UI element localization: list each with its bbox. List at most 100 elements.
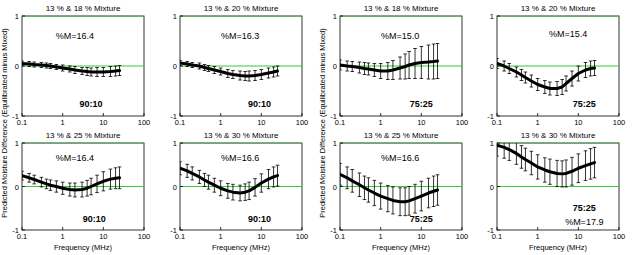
y-tick: [180, 116, 183, 117]
data-area: [497, 143, 619, 187]
y-tick-label: -1: [170, 112, 177, 121]
error-bar-cap: [403, 187, 407, 188]
error-bar-cap: [247, 71, 251, 72]
panel: 13 % & 20 % Mixture0.1110100-101%M=16.39…: [170, 4, 308, 127]
reference-line: [22, 143, 144, 144]
annotation: 90:10: [248, 99, 271, 109]
error-bar-cap: [593, 60, 597, 61]
error-bar-cap: [386, 62, 390, 63]
error-bar-cap: [432, 79, 436, 80]
error-bar-cap: [520, 69, 524, 70]
error-bar-cap: [555, 95, 559, 96]
x-tick-label: 100: [613, 232, 626, 241]
error-bar-cap: [524, 72, 528, 73]
error-bar-cap: [398, 187, 402, 188]
error-bar-cap: [589, 148, 593, 149]
x-tick-label: 100: [456, 118, 469, 127]
x-tick-label: 100: [613, 118, 626, 127]
panel: 13 % & 25 % Mixture0.1110100-101%M=16.49…: [12, 131, 150, 252]
x-tick: [578, 227, 579, 230]
annotation: %M=16.4: [56, 153, 94, 163]
panel: 13 % & 18 % Mixture0.1110100-101%M=15.07…: [318, 4, 468, 218]
x-tick-label: 1: [219, 118, 223, 127]
error-bar-cap: [260, 192, 264, 193]
y-tick-label: 0: [333, 183, 337, 192]
error-bar-cap: [432, 206, 436, 207]
panel-title: 13 % & 30 % Mixture: [521, 131, 596, 140]
x-tick-label: 10: [417, 232, 425, 241]
x-tick: [380, 113, 381, 116]
error-bar-cap: [238, 200, 242, 201]
y-tick-label: -1: [12, 226, 19, 235]
error-bar-cap: [398, 215, 402, 216]
error-bar-cap: [22, 61, 24, 62]
error-bar-cap: [45, 179, 49, 180]
y-tick: [22, 230, 25, 231]
y-tick: [180, 230, 183, 231]
error-bar-cap: [570, 86, 574, 87]
error-bar-cap: [520, 145, 524, 146]
error-bar-cap: [73, 73, 77, 74]
y-tick: [22, 66, 25, 67]
error-bar-cap: [190, 62, 194, 63]
error-bar-cap: [386, 79, 390, 80]
series-line: [340, 174, 438, 201]
x-tick: [302, 227, 303, 230]
error-bar-cap: [407, 51, 411, 52]
error-bar-cap: [548, 159, 552, 160]
x-tick-label: 10: [99, 118, 107, 127]
x-tick: [421, 113, 422, 116]
error-bar-cap: [593, 75, 597, 76]
y-tick-label: 1: [490, 12, 494, 21]
error-bar-cap: [226, 69, 230, 70]
error-bar-cap: [420, 78, 424, 79]
error-bar-cap: [190, 67, 194, 68]
error-bar-cap: [95, 175, 99, 176]
panel-title: 13 % & 30 % Mixture: [204, 131, 279, 140]
annotation: 75:25: [410, 214, 433, 224]
error-bar-cap: [80, 196, 84, 197]
error-bar-cap: [22, 179, 24, 180]
error-bar-cap: [350, 192, 354, 193]
error-bar-cap: [398, 79, 402, 80]
error-bar-cap: [207, 65, 211, 66]
error-bar-cap: [73, 196, 77, 197]
error-bar-cap: [27, 182, 31, 183]
error-bar-cap: [180, 161, 182, 162]
error-bar-cap: [497, 58, 499, 59]
x-tick: [340, 113, 341, 116]
y-tick-label: -1: [487, 226, 494, 235]
reference-line: [22, 16, 144, 17]
y-tick-label: -1: [330, 112, 337, 121]
error-bar-cap: [555, 81, 559, 82]
error-bar-cap: [89, 194, 93, 195]
error-bar-cap: [247, 81, 251, 82]
error-bar-cap: [524, 170, 528, 171]
error-bar-cap: [253, 80, 257, 81]
error-bar-stem: [509, 143, 510, 160]
error-bar-cap: [89, 76, 93, 77]
reference-line: [497, 66, 619, 67]
error-bar-cap: [367, 177, 371, 178]
x-tick: [103, 227, 104, 230]
error-bar-cap: [536, 179, 540, 180]
error-bar-cap: [515, 67, 519, 68]
error-bar-cap: [358, 173, 362, 174]
annotation: %M=15.4: [549, 29, 587, 39]
error-bar-cap: [515, 143, 519, 144]
error-bar-cap: [243, 80, 247, 81]
error-bar-cap: [564, 76, 568, 77]
x-tick: [619, 113, 620, 116]
error-bar-cap: [536, 154, 540, 155]
error-bar-cap: [49, 63, 53, 64]
annotation: %M=17.9: [565, 217, 603, 227]
error-bar-cap: [253, 196, 257, 197]
error-bar-cap: [386, 211, 390, 212]
error-bar-cap: [213, 192, 217, 193]
error-bar-cap: [520, 168, 524, 169]
annotation: 75:25: [573, 99, 596, 109]
error-bar-cap: [407, 78, 411, 79]
y-tick-label: 1: [173, 139, 177, 148]
x-tick: [619, 227, 620, 230]
reference-line: [340, 186, 462, 187]
